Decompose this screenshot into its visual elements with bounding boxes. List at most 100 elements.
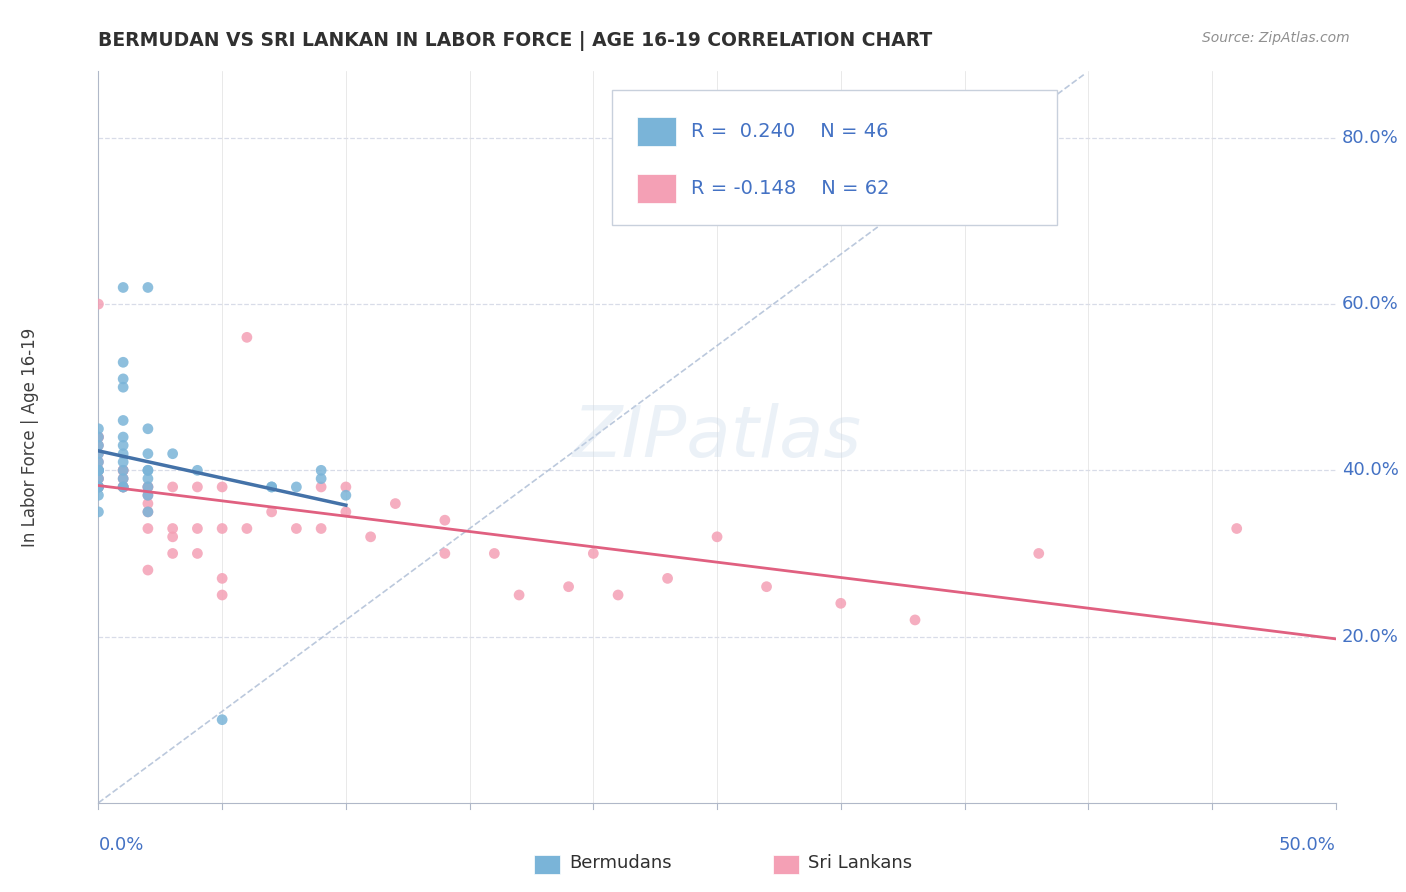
Point xyxy=(211,713,233,727)
Point xyxy=(136,472,159,486)
Point xyxy=(211,480,233,494)
Point xyxy=(186,546,208,560)
Point xyxy=(87,480,110,494)
Point xyxy=(87,297,110,311)
Point xyxy=(87,438,110,452)
Point xyxy=(112,430,135,444)
Point xyxy=(87,480,110,494)
Point xyxy=(112,438,135,452)
Point xyxy=(260,505,283,519)
Text: 20.0%: 20.0% xyxy=(1341,628,1399,646)
Text: 60.0%: 60.0% xyxy=(1341,295,1399,313)
Point xyxy=(112,480,135,494)
Point xyxy=(260,480,283,494)
Point xyxy=(211,571,233,585)
Point xyxy=(87,472,110,486)
Point xyxy=(87,463,110,477)
Text: Source: ZipAtlas.com: Source: ZipAtlas.com xyxy=(1202,31,1350,45)
Point xyxy=(87,430,110,444)
Point xyxy=(112,480,135,494)
Point xyxy=(706,530,728,544)
Point xyxy=(557,580,579,594)
Point xyxy=(657,571,679,585)
Point xyxy=(136,505,159,519)
Point xyxy=(87,472,110,486)
Point xyxy=(1226,521,1249,535)
Point xyxy=(136,505,159,519)
Point xyxy=(904,613,927,627)
Text: R = -0.148    N = 62: R = -0.148 N = 62 xyxy=(692,179,890,198)
Point xyxy=(260,480,283,494)
Point xyxy=(162,480,184,494)
Point xyxy=(755,580,778,594)
Text: In Labor Force | Age 16-19: In Labor Force | Age 16-19 xyxy=(21,327,39,547)
Text: ZIPatlas: ZIPatlas xyxy=(572,402,862,472)
Text: 80.0%: 80.0% xyxy=(1341,128,1399,147)
Point xyxy=(87,463,110,477)
Point xyxy=(285,521,308,535)
Point xyxy=(384,497,406,511)
Point xyxy=(335,505,357,519)
Point xyxy=(112,463,135,477)
Point xyxy=(186,480,208,494)
Point xyxy=(309,521,332,535)
Point xyxy=(112,472,135,486)
Point xyxy=(162,447,184,461)
Point xyxy=(87,463,110,477)
Point xyxy=(112,413,135,427)
Point xyxy=(87,447,110,461)
Point xyxy=(136,488,159,502)
Point xyxy=(136,480,159,494)
Point xyxy=(87,430,110,444)
Point xyxy=(87,438,110,452)
Point xyxy=(136,480,159,494)
Point xyxy=(433,546,456,560)
Point xyxy=(87,463,110,477)
Point xyxy=(136,447,159,461)
Point xyxy=(87,463,110,477)
Point xyxy=(87,480,110,494)
Point xyxy=(433,513,456,527)
Point xyxy=(830,596,852,610)
Point xyxy=(136,463,159,477)
Text: Sri Lankans: Sri Lankans xyxy=(808,855,912,872)
Point xyxy=(87,463,110,477)
Point xyxy=(136,497,159,511)
Point xyxy=(112,372,135,386)
Point xyxy=(112,447,135,461)
Point xyxy=(136,463,159,477)
Point xyxy=(484,546,506,560)
Point xyxy=(112,463,135,477)
Point xyxy=(285,480,308,494)
Point xyxy=(607,588,630,602)
Point xyxy=(112,472,135,486)
Text: Bermudans: Bermudans xyxy=(569,855,672,872)
Point xyxy=(87,480,110,494)
Point xyxy=(87,463,110,477)
Point xyxy=(186,463,208,477)
Point xyxy=(87,472,110,486)
FancyBboxPatch shape xyxy=(612,90,1057,225)
Point xyxy=(136,422,159,436)
Point xyxy=(186,521,208,535)
Point xyxy=(87,455,110,469)
Point xyxy=(87,447,110,461)
Point xyxy=(87,430,110,444)
Point xyxy=(211,521,233,535)
Text: R =  0.240    N = 46: R = 0.240 N = 46 xyxy=(692,122,889,141)
Point xyxy=(136,488,159,502)
Point xyxy=(87,455,110,469)
Point xyxy=(335,480,357,494)
Point xyxy=(136,563,159,577)
Point xyxy=(162,530,184,544)
Point xyxy=(136,280,159,294)
Point xyxy=(309,472,332,486)
Point xyxy=(211,588,233,602)
Bar xyxy=(637,117,676,146)
Point xyxy=(112,480,135,494)
Point xyxy=(309,463,332,477)
Point xyxy=(112,455,135,469)
Point xyxy=(162,521,184,535)
Point xyxy=(112,480,135,494)
Text: 40.0%: 40.0% xyxy=(1341,461,1399,479)
